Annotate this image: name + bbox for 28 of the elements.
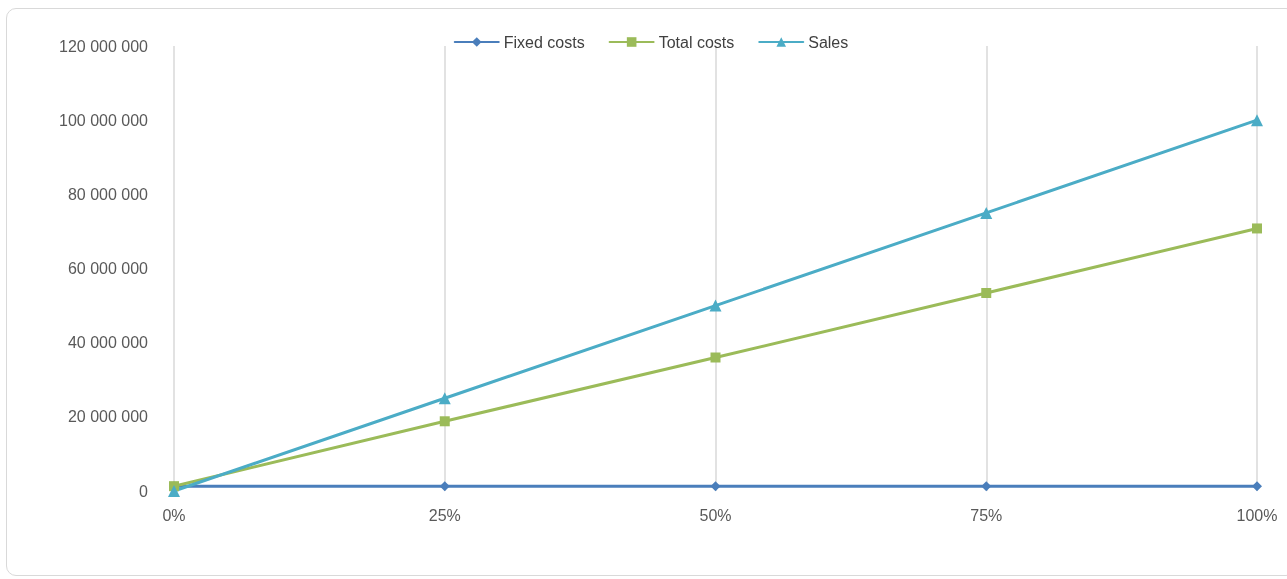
y-tick-label: 100 000 000 <box>59 111 149 129</box>
point <box>439 416 450 427</box>
legend-label: Total costs <box>658 33 735 51</box>
point <box>710 352 721 363</box>
point <box>981 287 992 298</box>
y-tick-label: 0 <box>139 482 149 500</box>
point <box>980 206 993 219</box>
y-tick-label: 40 000 000 <box>67 334 149 352</box>
point <box>438 392 451 405</box>
point <box>981 481 992 492</box>
x-tick-label: 100% <box>1236 506 1278 524</box>
legend-label: Fixed costs <box>503 33 585 51</box>
x-tick-label: 0% <box>162 506 186 524</box>
point <box>1252 481 1262 492</box>
x-tick-label: 50% <box>699 506 732 524</box>
y-tick-label: 60 000 000 <box>67 260 149 277</box>
x-tick-label: 25% <box>428 506 461 524</box>
point <box>709 299 722 312</box>
x-tick-label: 75% <box>970 506 1003 524</box>
legend-label: Sales <box>808 33 849 51</box>
y-tick-label: 80 000 000 <box>67 185 149 203</box>
point <box>168 485 180 497</box>
y-tick-label: 20 000 000 <box>67 408 149 426</box>
y-tick-label: 120 000 000 <box>59 37 149 55</box>
point <box>1252 223 1262 234</box>
point <box>1251 114 1263 127</box>
point <box>710 481 721 492</box>
point <box>439 481 450 492</box>
